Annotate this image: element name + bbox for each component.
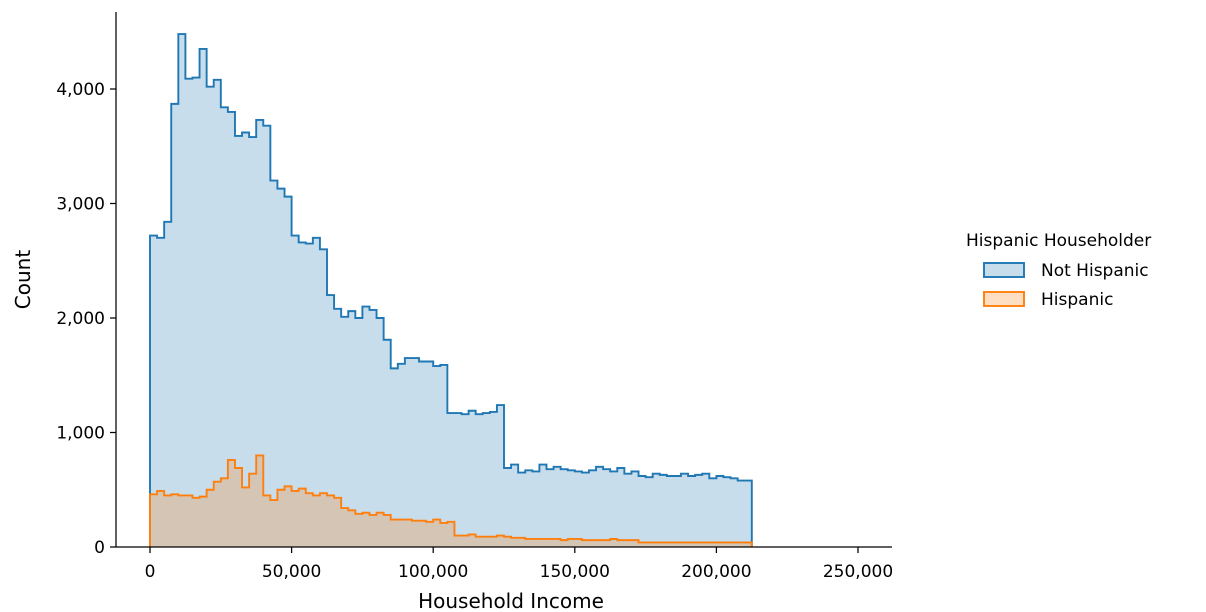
axes: 0 50,000 100,000 150,000 200,000 250,000 0 1,0… [56,12,893,582]
y-tick-label: 1,000 [56,424,105,444]
x-tick-label: 50,000 [262,562,321,582]
y-tick-label: 2,000 [56,309,105,329]
y-tick-label: 4,000 [56,80,105,100]
legend-items: Not Hispanic Hispanic [983,261,1149,310]
x-tick-label: 250,000 [823,562,893,582]
x-tick-label: 100,000 [398,562,468,582]
legend-swatch [983,262,1025,278]
x-ticks: 0 50,000 100,000 150,000 200,000 250,000 [145,547,893,582]
y-tick-label: 3,000 [56,195,105,215]
series-area [150,455,752,547]
y-axis-title: Count [11,250,35,310]
y-ticks: 0 1,000 2,000 3,000 4,000 [56,80,116,558]
y-tick-label: 0 [94,538,105,558]
legend-label: Not Hispanic [1041,261,1149,281]
series-area [150,34,752,548]
series-layer [149,33,753,548]
x-tick-label: 200,000 [681,562,751,582]
legend-item-not-hispanic: Not Hispanic [983,261,1149,281]
x-tick-label: 0 [145,562,156,582]
legend-title: Hispanic Householder [966,231,1151,251]
x-tick-label: 150,000 [540,562,610,582]
legend-swatch [983,291,1025,307]
x-axis-title: Household Income [418,589,604,612]
legend: Hispanic Householder Not Hispanic Hispani… [966,231,1151,310]
series-hispanic [149,454,753,547]
series-step-line [149,454,753,547]
legend-label: Hispanic [1041,290,1113,310]
series-step-line [149,33,753,547]
legend-item-hispanic: Hispanic [983,290,1113,310]
series-not-hispanic [149,33,753,548]
